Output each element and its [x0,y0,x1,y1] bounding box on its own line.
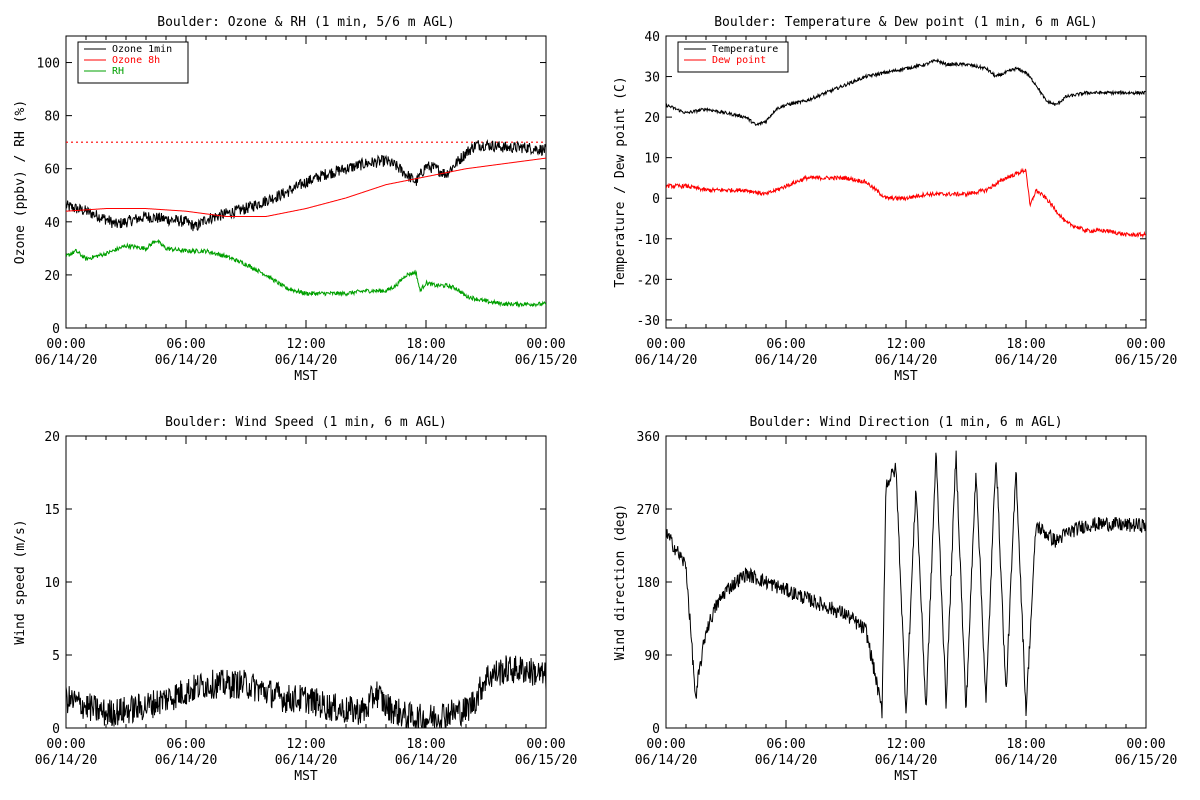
y-axis-label: Wind direction (deg) [613,504,628,661]
x-axis-label: MST [294,369,318,384]
x-tick-date: 06/14/20 [875,353,938,368]
x-tick-time: 00:00 [1126,337,1165,352]
y-tick-label: 20 [644,111,660,126]
y-tick-label: 15 [44,503,60,518]
x-tick-date: 06/15/20 [1115,353,1178,368]
y-tick-label: 90 [644,649,660,664]
x-axis-label: MST [894,369,918,384]
x-tick-time: 00:00 [46,337,85,352]
y-tick-label: 40 [44,216,60,231]
x-tick-date: 06/14/20 [155,353,218,368]
y-tick-label: 0 [52,322,60,337]
y-tick-label: 0 [652,192,660,207]
x-tick-time: 12:00 [886,737,925,752]
legend-entry: RH [112,66,124,77]
y-tick-label: 360 [637,430,660,445]
chart-title: Boulder: Wind Speed (1 min, 6 m AGL) [165,415,447,430]
x-tick-date: 06/14/20 [755,753,818,768]
y-axis-label: Temperature / Dew point (C) [613,76,628,287]
series-line-temperature [666,58,1146,127]
plot-frame [65,435,547,729]
x-tick-date: 06/14/20 [35,353,98,368]
y-tick-label: 40 [644,30,660,45]
x-tick-time: 12:00 [286,337,325,352]
x-tick-date: 06/14/20 [155,753,218,768]
x-tick-date: 06/14/20 [995,353,1058,368]
series-line-rh [66,238,546,309]
chart-panel-2: Boulder: Temperature & Dew point (1 min,… [613,15,1177,384]
legend-entry: Temperature [712,44,778,55]
x-tick-time: 12:00 [886,337,925,352]
chart-panel-1: Boulder: Ozone & RH (1 min, 5/6 m AGL) 0 2… [13,15,577,384]
y-tick-label: -20 [637,273,660,288]
y-tick-label: 0 [52,722,60,737]
y-tick-label: 270 [637,503,660,518]
x-tick-time: 12:00 [286,737,325,752]
x-tick-date: 06/15/20 [1115,753,1178,768]
y-tick-label: 0 [652,722,660,737]
x-tick-time: 00:00 [526,737,565,752]
x-axis-label: MST [894,769,918,784]
x-tick-time: 18:00 [1006,337,1045,352]
x-axis-label: MST [294,769,318,784]
y-axis-label: Ozone (ppbv) / RH (%) [13,100,28,264]
x-tick-date: 06/14/20 [875,753,938,768]
chart-title: Boulder: Temperature & Dew point (1 min,… [714,15,1098,30]
y-tick-label: 5 [52,649,60,664]
y-tick-label: 20 [44,269,60,284]
y-tick-label: -10 [637,233,660,248]
x-tick-date: 06/14/20 [755,353,818,368]
y-tick-label: 20 [44,430,60,445]
y-tick-label: 80 [44,110,60,125]
x-tick-date: 06/14/20 [635,353,698,368]
y-axis-label: Wind speed (m/s) [13,519,28,644]
x-tick-date: 06/15/20 [515,353,578,368]
y-tick-label: 30 [644,71,660,86]
x-tick-date: 06/14/20 [635,753,698,768]
y-tick-label: 100 [37,57,60,72]
x-tick-time: 18:00 [406,737,445,752]
series-line-data [66,655,546,728]
plot-frame [665,35,1147,329]
x-tick-date: 06/14/20 [995,753,1058,768]
series-line-ozone-1min [66,139,546,232]
x-tick-time: 06:00 [766,337,805,352]
y-tick-label: -30 [637,314,660,329]
legend-entry: Ozone 8h [112,55,160,66]
y-tick-label: 60 [44,163,60,178]
chart-panel-3: Boulder: Wind Speed (1 min, 6 m AGL) 0 5 10… [13,415,577,784]
y-tick-label: 180 [637,576,660,591]
series-line-data [666,450,1146,719]
series-line-ozone-8h [66,157,546,218]
x-tick-time: 00:00 [1126,737,1165,752]
chart-title: Boulder: Wind Direction (1 min, 6 m AGL) [749,415,1062,430]
x-tick-time: 18:00 [406,337,445,352]
x-tick-time: 06:00 [766,737,805,752]
x-tick-time: 18:00 [1006,737,1045,752]
x-tick-date: 06/14/20 [35,753,98,768]
x-tick-time: 06:00 [166,737,205,752]
x-tick-date: 06/14/20 [275,353,338,368]
x-tick-time: 06:00 [166,337,205,352]
legend-entry: Ozone 1min [112,44,172,55]
x-tick-date: 06/14/20 [395,753,458,768]
chart-title: Boulder: Ozone & RH (1 min, 5/6 m AGL) [157,15,454,30]
x-tick-time: 00:00 [646,737,685,752]
x-tick-time: 00:00 [646,337,685,352]
y-tick-label: 10 [644,152,660,167]
x-tick-time: 00:00 [46,737,85,752]
y-tick-label: 10 [44,576,60,591]
x-tick-time: 00:00 [526,337,565,352]
chart-panel-4: Boulder: Wind Direction (1 min, 6 m AGL)… [613,415,1177,784]
x-tick-date: 06/14/20 [395,353,458,368]
x-tick-date: 06/14/20 [275,753,338,768]
series-line-dew-point [666,167,1146,239]
x-tick-date: 06/15/20 [515,753,578,768]
legend-box [677,41,789,73]
legend-entry: Dew point [712,55,766,66]
